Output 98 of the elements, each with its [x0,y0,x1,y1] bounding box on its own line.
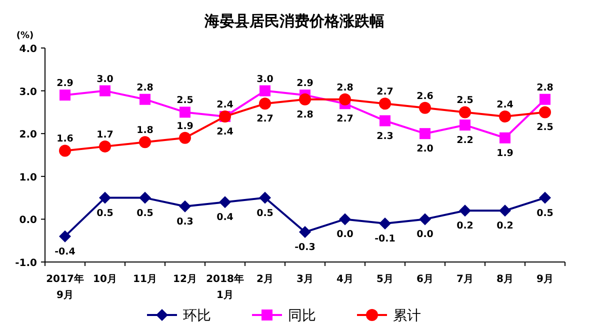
point [299,226,311,238]
data-label: 0.5 [536,208,554,219]
point [259,192,271,204]
data-label: 2.7 [376,86,394,98]
data-label: 0.4 [216,212,234,224]
point [219,196,231,208]
y-tick-label: -1.0 [15,258,38,269]
legend-label: 环比 [183,308,211,324]
x-tick-label: 4月 [336,274,354,285]
point [179,200,191,212]
data-label: 3.0 [256,74,274,85]
point [100,85,110,96]
point [499,204,511,217]
point [539,106,551,118]
data-label: 0.0 [336,229,354,240]
data-label: 0.3 [176,216,194,228]
data-label: 2.5 [456,95,474,106]
x-tick-label: 6月 [416,274,434,285]
point [59,230,71,242]
point [339,93,351,106]
point [259,98,271,110]
data-label: 2.8 [536,82,554,94]
point [459,204,471,217]
legend-label: 累计 [393,308,421,324]
point [139,136,151,148]
data-label: 1.8 [136,125,154,136]
chart-title: 海晏县居民消费价格涨跌幅 [204,12,384,30]
data-label: 1.9 [176,120,194,132]
point [459,106,471,118]
data-label: 0.2 [496,220,514,232]
data-label: 2.5 [176,95,194,106]
data-label: 2.4 [216,126,234,138]
data-label: 2.8 [296,109,314,120]
x-tick-label: 2017年 9月 [46,273,84,301]
point [60,90,70,101]
x-tick-label: 5月 [376,274,394,285]
data-label: 0.0 [416,229,434,240]
data-label: -0.1 [374,233,396,244]
y-tick-label: 3.0 [19,86,38,98]
point [460,120,470,131]
y-tick-label: 4.0 [19,44,38,55]
data-label: -0.4 [54,246,76,258]
y-tick-label: 0.0 [19,215,38,226]
data-label: 0.5 [136,208,154,219]
point [140,94,150,105]
data-label: 3.0 [96,74,114,85]
point [99,192,111,204]
legend-label: 同比 [288,308,316,324]
point [500,132,510,144]
data-label: 2.2 [456,135,474,146]
data-label: 2.7 [256,114,274,125]
data-label: 2.3 [376,130,394,142]
data-label: 2.9 [296,78,314,90]
point [540,94,550,105]
point [499,110,511,122]
data-label: 1.6 [56,134,74,145]
data-label: 2.7 [336,114,354,125]
y-tick-label: 1.0 [19,172,38,184]
point [299,93,311,106]
point [99,140,111,152]
point [180,106,190,118]
data-label: 2.9 [56,78,74,90]
point [380,115,390,126]
data-label: -0.3 [294,242,316,254]
point [379,217,391,230]
x-tick-label: 11月 [133,274,157,285]
point [420,128,430,140]
data-label: 2.5 [536,122,554,134]
point [139,192,151,204]
x-tick-label: 3月 [296,274,314,285]
point [59,144,71,157]
point [539,192,551,204]
data-label: 2.0 [416,144,434,155]
y-tick-label: 2.0 [19,130,38,141]
point [419,102,431,114]
point [379,98,391,110]
point [339,213,351,226]
x-tick-label: 10月 [93,274,117,285]
data-label: 2.8 [136,82,154,94]
data-label: 2.6 [416,90,434,102]
data-label: 1.7 [96,129,114,140]
x-tick-label: 8月 [496,274,514,285]
point [419,213,431,226]
data-label: 0.2 [456,220,474,232]
x-tick-label: 12月 [173,274,197,285]
point [260,85,270,96]
point [179,132,191,144]
data-label: 1.9 [496,148,514,159]
y-axis-title: (%) [16,31,34,41]
x-tick-label: 9月 [536,274,554,285]
data-label: 2.4 [216,99,234,110]
data-label: 0.5 [256,208,274,219]
data-label: 2.8 [336,82,354,94]
x-tick-label: 2月 [256,274,274,285]
data-label: 0.5 [96,208,114,219]
x-tick-label: 7月 [456,274,474,285]
data-label: 2.4 [496,99,514,110]
x-tick-label: 2018年 1月 [206,273,244,301]
